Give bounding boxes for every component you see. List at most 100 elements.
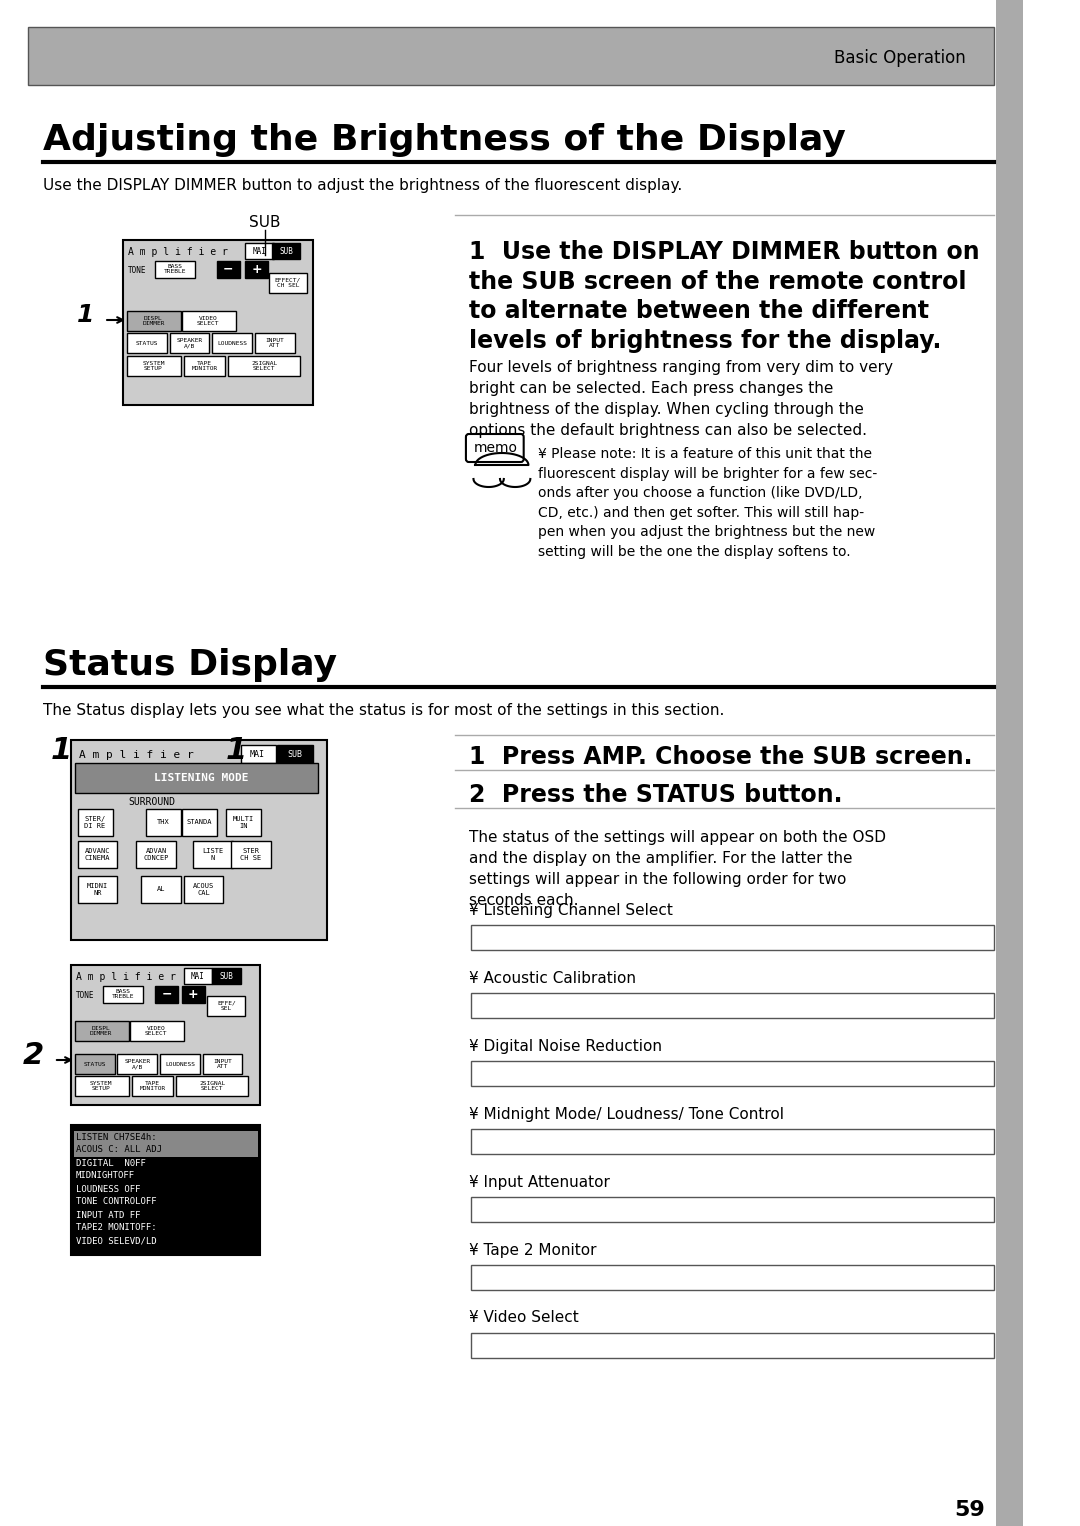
Text: INPUT
ATT: INPUT ATT: [213, 1059, 232, 1070]
FancyBboxPatch shape: [176, 1076, 248, 1096]
Text: The status of the settings will appear on both the OSD
and the display on the am: The status of the settings will appear o…: [469, 830, 886, 908]
Text: LISTEN CH7SE4h:: LISTEN CH7SE4h:: [76, 1132, 157, 1141]
FancyBboxPatch shape: [471, 1334, 995, 1358]
Text: Four levels of brightness ranging from very dim to very
bright can be selected. : Four levels of brightness ranging from v…: [469, 360, 893, 438]
Text: 2: 2: [23, 1041, 44, 1070]
Text: A m p l i f i e r: A m p l i f i e r: [79, 749, 193, 760]
Text: TONE: TONE: [76, 990, 94, 1000]
Text: AL: AL: [157, 887, 165, 893]
Text: SYSTEM
SETUP: SYSTEM SETUP: [90, 1080, 112, 1091]
FancyBboxPatch shape: [118, 1054, 158, 1074]
FancyBboxPatch shape: [126, 356, 180, 375]
FancyBboxPatch shape: [181, 809, 217, 836]
FancyBboxPatch shape: [217, 261, 240, 278]
Text: EFFE/
SEL: EFFE/ SEL: [217, 1001, 235, 1012]
Text: EFFECT/
CH SEL: EFFECT/ CH SEL: [274, 278, 301, 288]
Text: DISPL
DIMMER: DISPL DIMMER: [143, 316, 164, 327]
FancyBboxPatch shape: [241, 745, 275, 763]
Text: SUB: SUB: [249, 215, 281, 229]
Text: SURROUND: SURROUND: [129, 797, 175, 807]
Text: MIDNIGHTOFF: MIDNIGHTOFF: [76, 1172, 135, 1181]
Text: ¥ Acoustic Calibration: ¥ Acoustic Calibration: [469, 971, 636, 986]
Text: A m p l i f i e r: A m p l i f i e r: [76, 972, 176, 983]
FancyBboxPatch shape: [71, 964, 260, 1105]
Text: INPUT
ATT: INPUT ATT: [266, 337, 284, 348]
FancyBboxPatch shape: [78, 809, 112, 836]
FancyBboxPatch shape: [126, 333, 166, 353]
Text: 59: 59: [954, 1500, 985, 1520]
FancyBboxPatch shape: [471, 1265, 995, 1289]
Text: LOUDNESS OFF: LOUDNESS OFF: [76, 1184, 140, 1193]
Text: MAI: MAI: [191, 972, 205, 981]
Text: TAPE2 MONITOFF:: TAPE2 MONITOFF:: [76, 1224, 157, 1233]
Text: 1: 1: [77, 304, 94, 327]
FancyBboxPatch shape: [471, 993, 995, 1018]
Text: Status Display: Status Display: [42, 649, 337, 682]
FancyBboxPatch shape: [255, 333, 295, 353]
FancyBboxPatch shape: [170, 333, 210, 353]
Text: Adjusting the Brightness of the Display: Adjusting the Brightness of the Display: [42, 124, 846, 157]
FancyBboxPatch shape: [130, 1021, 184, 1041]
Bar: [73, 1131, 258, 1144]
Text: VIDEO
SELECT: VIDEO SELECT: [197, 316, 219, 327]
FancyBboxPatch shape: [181, 311, 235, 331]
FancyBboxPatch shape: [123, 240, 312, 404]
FancyBboxPatch shape: [212, 967, 241, 984]
Bar: [996, 0, 1023, 1526]
Text: −: −: [161, 987, 172, 1001]
Text: TAPE
MONITOR: TAPE MONITOR: [191, 360, 218, 371]
Text: STATUS: STATUS: [83, 1062, 106, 1067]
FancyBboxPatch shape: [245, 261, 268, 278]
Text: The Status display lets you see what the status is for most of the settings in t: The Status display lets you see what the…: [42, 702, 724, 717]
Text: ¥ Input Attenuator: ¥ Input Attenuator: [469, 1175, 609, 1189]
Text: MIDNI
NR: MIDNI NR: [86, 882, 108, 896]
Text: ADVANC
CINEMA: ADVANC CINEMA: [85, 847, 110, 861]
Text: SUB: SUB: [279, 247, 293, 255]
Text: 1: 1: [226, 736, 247, 765]
FancyBboxPatch shape: [272, 243, 300, 259]
Text: 2  Press the STATUS button.: 2 Press the STATUS button.: [469, 783, 842, 807]
FancyBboxPatch shape: [146, 809, 180, 836]
Text: +: +: [252, 262, 262, 276]
FancyBboxPatch shape: [156, 986, 178, 1003]
Text: Basic Operation: Basic Operation: [834, 49, 966, 67]
FancyBboxPatch shape: [71, 1125, 260, 1254]
Text: STATUS: STATUS: [135, 340, 158, 345]
Text: ACOUS
CAL: ACOUS CAL: [193, 882, 214, 896]
Text: −: −: [222, 262, 233, 276]
Text: 1: 1: [51, 736, 72, 765]
Text: Use the DISPLAY DIMMER button to adjust the brightness of the fluorescent displa: Use the DISPLAY DIMMER button to adjust …: [42, 177, 681, 192]
FancyBboxPatch shape: [465, 433, 524, 462]
FancyBboxPatch shape: [75, 1021, 129, 1041]
Text: LOUDNESS: LOUDNESS: [217, 340, 247, 345]
FancyBboxPatch shape: [126, 311, 180, 331]
Text: SPEAKER
A/B: SPEAKER A/B: [124, 1059, 150, 1070]
Text: VIDEO
SELECT: VIDEO SELECT: [145, 1025, 167, 1036]
FancyBboxPatch shape: [471, 1061, 995, 1087]
FancyBboxPatch shape: [231, 841, 271, 868]
Text: STER/
DI RE: STER/ DI RE: [84, 815, 106, 829]
FancyBboxPatch shape: [184, 967, 212, 984]
Text: A m p l i f i e r: A m p l i f i e r: [127, 247, 228, 256]
Text: LISTENING MODE: LISTENING MODE: [154, 774, 249, 783]
FancyBboxPatch shape: [75, 1054, 114, 1074]
Text: ¥ Listening Channel Select: ¥ Listening Channel Select: [469, 902, 673, 917]
Text: TONE CONTROLOFF: TONE CONTROLOFF: [76, 1198, 157, 1207]
FancyBboxPatch shape: [156, 261, 195, 278]
FancyBboxPatch shape: [228, 356, 300, 375]
Text: ¥ Please note: It is a feature of this unit that the
fluorescent display will be: ¥ Please note: It is a feature of this u…: [538, 447, 877, 559]
FancyBboxPatch shape: [276, 745, 312, 763]
Text: THX: THX: [157, 819, 170, 826]
Text: ¥ Tape 2 Monitor: ¥ Tape 2 Monitor: [469, 1242, 596, 1257]
FancyBboxPatch shape: [269, 273, 307, 293]
FancyBboxPatch shape: [78, 841, 118, 868]
FancyBboxPatch shape: [136, 841, 176, 868]
Text: LISTE
N: LISTE N: [202, 847, 224, 861]
FancyBboxPatch shape: [227, 809, 261, 836]
FancyBboxPatch shape: [471, 925, 995, 951]
FancyBboxPatch shape: [471, 1129, 995, 1154]
Text: ADVAN
CONCEP: ADVAN CONCEP: [144, 847, 168, 861]
Text: SUB: SUB: [219, 972, 233, 981]
Text: VIDEO SELEVD/LD: VIDEO SELEVD/LD: [76, 1236, 157, 1245]
FancyBboxPatch shape: [207, 996, 245, 1016]
